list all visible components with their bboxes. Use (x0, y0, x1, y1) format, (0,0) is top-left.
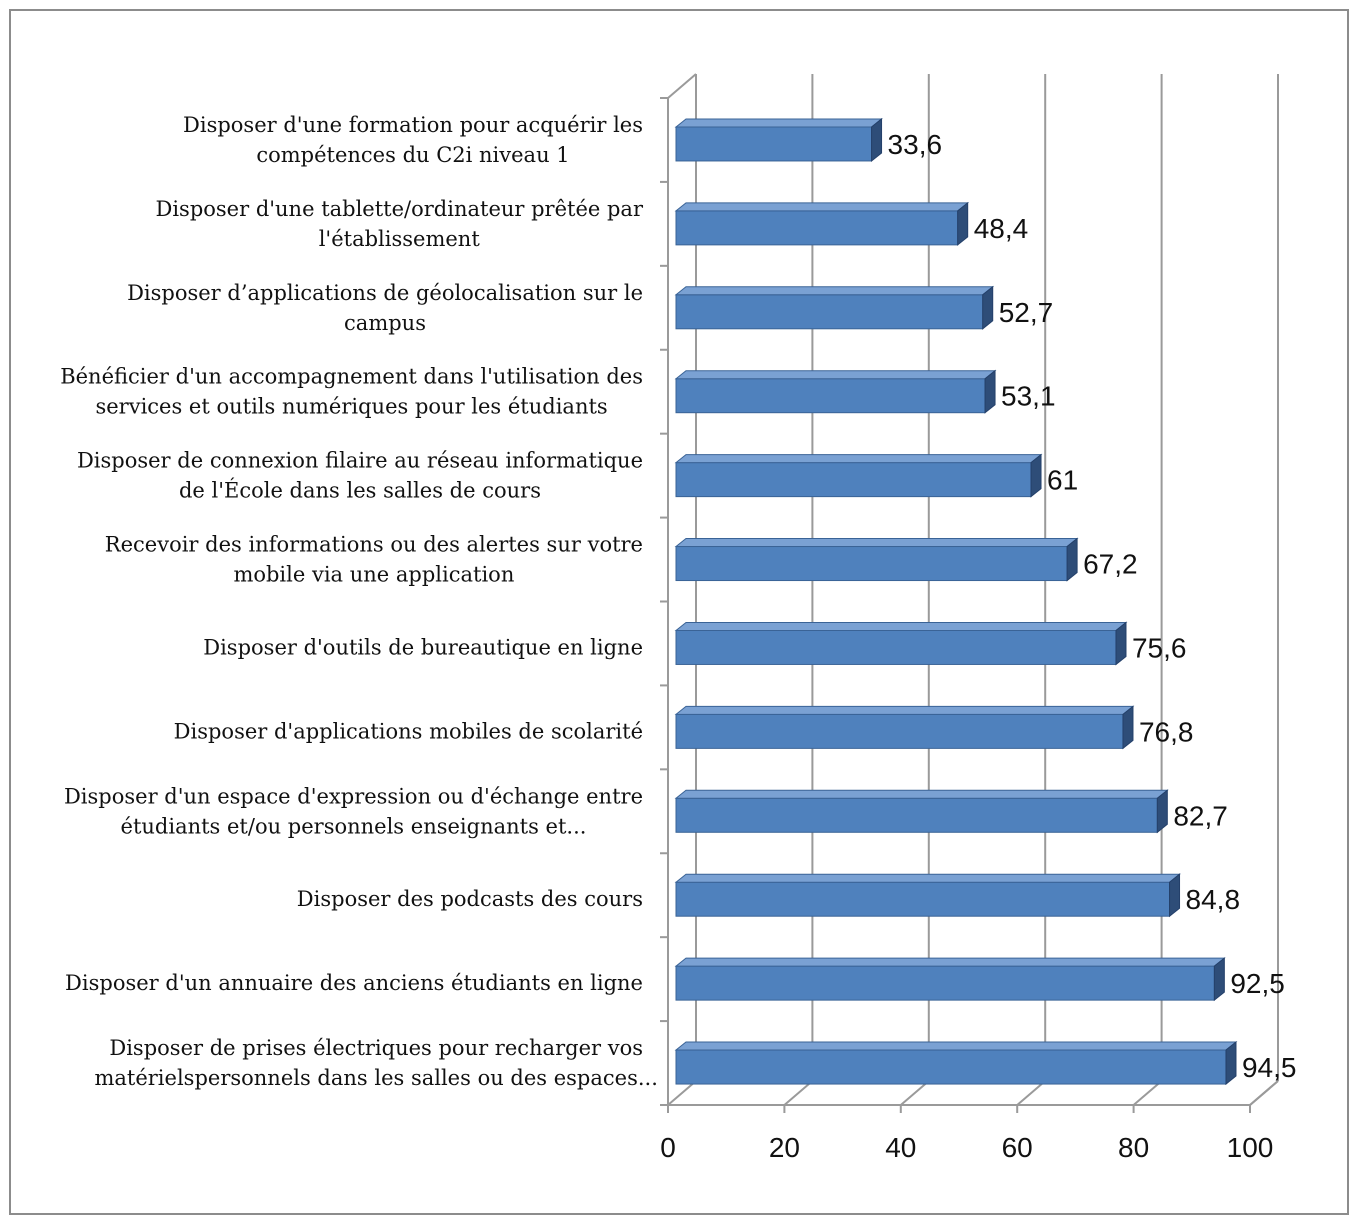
bar-front (675, 210, 959, 246)
bar-top (674, 1041, 1238, 1051)
bar-top (674, 286, 995, 296)
floor-gridline (1132, 1080, 1163, 1106)
data-label: 82,7 (1173, 800, 1228, 831)
category-label: Disposer d'un espace d'expression ou d'é… (64, 784, 643, 808)
value-labels: 33,6 48,4 52,7 53,1 61 67,2 75,6 76,8 82,7 84,8 92… (888, 129, 1297, 1083)
data-label: 48,4 (974, 213, 1029, 244)
data-label: 92,5 (1230, 968, 1285, 999)
x-tick-label: 100 (1227, 1132, 1274, 1163)
category-label: l'établissement (319, 227, 481, 251)
floor-gridline (1016, 1080, 1046, 1106)
bar (674, 369, 997, 414)
x-tick-label: 0 (660, 1132, 676, 1163)
category-label: Disposer d'une tablette/ordinateur prêté… (155, 197, 643, 221)
category-label: Disposer d’applications de géolocalisati… (127, 281, 643, 305)
bar-side (1122, 705, 1134, 750)
bar-top (674, 370, 997, 380)
data-label: 53,1 (1001, 381, 1056, 412)
bar-side (984, 369, 996, 414)
data-label: 75,6 (1132, 632, 1187, 663)
data-label: 61 (1047, 465, 1078, 496)
bar-top (674, 621, 1128, 631)
category-label: étudiants et/ou personnels enseignants e… (121, 814, 587, 838)
bar-side (871, 117, 883, 162)
bar (674, 453, 1043, 498)
bar-front (675, 462, 1032, 498)
data-label: 67,2 (1083, 549, 1138, 580)
category-label: de l'École dans les salles de cours (179, 479, 541, 503)
bar-top (674, 873, 1181, 883)
floor-gridline (900, 1080, 930, 1106)
bar-side (957, 201, 969, 246)
floor-right-edge (1249, 1080, 1279, 1106)
x-tick-label: 40 (885, 1132, 916, 1163)
bar-side (1030, 453, 1042, 498)
bar (674, 1041, 1238, 1086)
category-label: Disposer d'un annuaire des anciens étudi… (65, 971, 643, 995)
bar-side (1169, 873, 1181, 918)
bar-front (675, 797, 1158, 833)
bar (674, 789, 1169, 834)
bar-front (675, 965, 1215, 1001)
bar-front (675, 629, 1117, 665)
x-tick-label: 20 (769, 1132, 800, 1163)
bar-top (674, 118, 883, 128)
category-label: Disposer de prises électriques pour rech… (109, 1036, 643, 1060)
bar-side (1115, 621, 1127, 666)
bar-front (675, 378, 986, 414)
category-label: compétences du C2i niveau 1 (256, 143, 569, 167)
category-label: Disposer d'outils de bureautique en lign… (203, 635, 643, 659)
bar-top (674, 538, 1079, 548)
x-tick-label: 80 (1118, 1132, 1149, 1163)
bar-front (675, 713, 1124, 749)
bar (674, 201, 970, 246)
bar-side (1156, 789, 1168, 834)
category-label: services et outils numériques pour les é… (95, 395, 607, 419)
bar-side (1225, 1041, 1237, 1086)
category-label: Disposer de connexion filaire au réseau … (77, 449, 643, 473)
bar-top (674, 705, 1135, 715)
x-axis-tick-labels: 0 20 40 60 80 100 (660, 1132, 1273, 1163)
category-label: Disposer d'applications mobiles de scola… (174, 719, 643, 743)
bar (674, 117, 883, 162)
bar (674, 957, 1226, 1002)
data-label: 76,8 (1139, 716, 1194, 747)
category-label: Recevoir des informations ou des alertes… (105, 533, 643, 557)
data-label: 84,8 (1186, 884, 1241, 915)
bar (674, 285, 995, 330)
data-label: 33,6 (888, 129, 943, 160)
bar (674, 537, 1079, 582)
bar-front (675, 881, 1171, 917)
bar-top (674, 789, 1169, 799)
category-label: matérielspersonnels dans les salles ou d… (94, 1066, 657, 1090)
bar-front (675, 126, 873, 162)
category-labels: Disposer d'une formation pour acquérir l… (60, 113, 658, 1090)
bar (674, 873, 1181, 918)
bar (674, 705, 1135, 750)
bar-front (675, 546, 1068, 582)
category-label: Disposer des podcasts des cours (297, 887, 643, 911)
chart-bars (674, 117, 1238, 1086)
data-label: 94,5 (1242, 1052, 1297, 1083)
bar-side (1213, 957, 1225, 1002)
x-tick-label: 60 (1002, 1132, 1033, 1163)
category-label: Bénéficier d'un accompagnement dans l'ut… (60, 365, 643, 389)
bar-front (675, 1049, 1227, 1085)
floor-gridline (667, 1080, 697, 1106)
bar (674, 621, 1128, 666)
floor-gridline (783, 1080, 814, 1106)
data-label: 52,7 (999, 297, 1054, 328)
category-label: mobile via une application (233, 563, 514, 587)
bar-side (1066, 537, 1078, 582)
category-label: campus (344, 311, 426, 335)
wall-top-edge (667, 73, 697, 99)
category-label: Disposer d'une formation pour acquérir l… (183, 113, 643, 137)
bar-top (674, 957, 1226, 967)
bar-side (982, 285, 994, 330)
bar-front (675, 294, 984, 330)
bar-top (674, 202, 970, 212)
bar-top (674, 454, 1043, 464)
